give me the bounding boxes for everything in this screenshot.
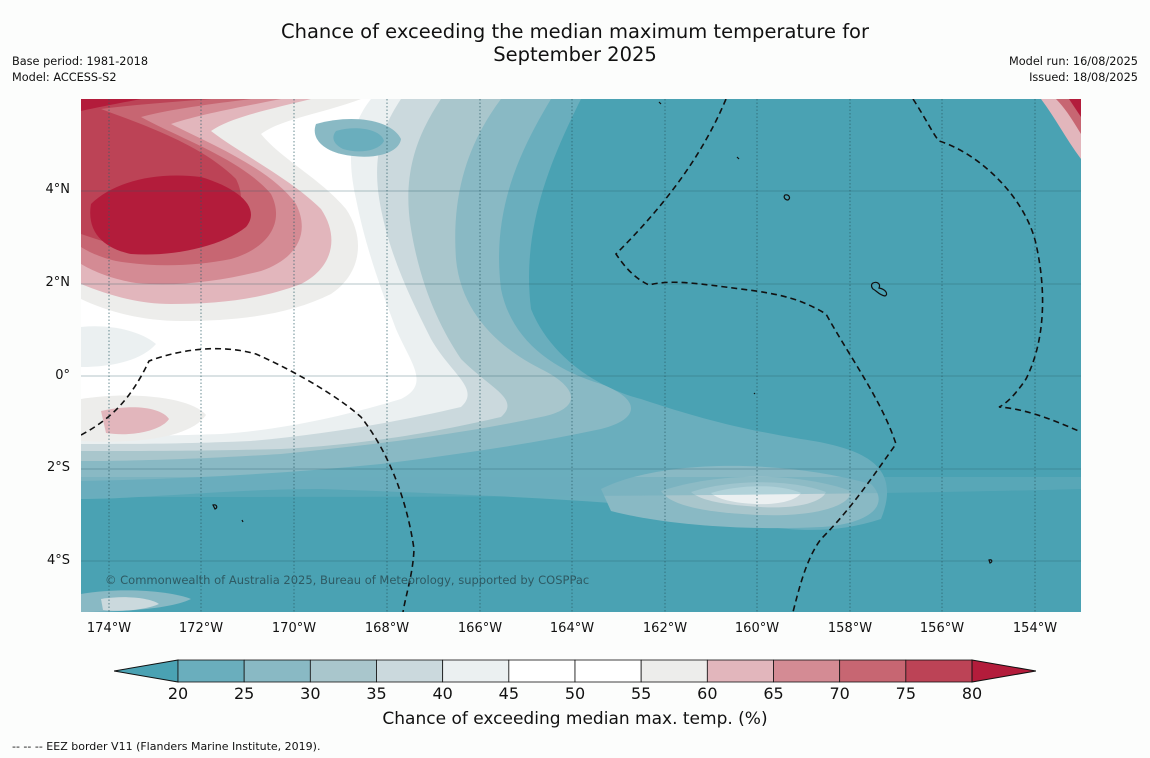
- map-gridlines: [108, 99, 1036, 612]
- colorbar: [114, 659, 1036, 683]
- lon-label-168w: 168°W: [364, 621, 410, 636]
- issued-date: Issued: 18/08/2025: [1029, 71, 1138, 84]
- title-line-1: Chance of exceeding the median maximum t…: [280, 20, 870, 43]
- colorbar-segment: [508, 659, 576, 683]
- lon-label-160w: 160°W: [734, 621, 780, 636]
- lon-label-172w: 172°W: [178, 621, 224, 636]
- colorbar-tick-label: 70: [829, 684, 850, 703]
- colorbar-extend-low: [114, 659, 179, 683]
- colorbar-segment: [442, 659, 510, 683]
- map-title: Chance of exceeding the median maximum t…: [0, 20, 1150, 66]
- colorbar-tick-label: 35: [366, 684, 387, 703]
- eez-borders: [81, 99, 1081, 612]
- meta-right: Model run: 16/08/2025 Issued: 18/08/2025: [1009, 54, 1138, 86]
- colorbar-label: Chance of exceeding median max. temp. (%…: [382, 709, 768, 729]
- colorbar-segment: [773, 659, 841, 683]
- lon-label-154w: 154°W: [1012, 621, 1058, 636]
- lon-label-170w: 170°W: [271, 621, 317, 636]
- colorbar-segment: [376, 659, 444, 683]
- colorbar-segment: [309, 659, 377, 683]
- colorbar-tick-label: 25: [233, 684, 255, 703]
- islands: [212, 101, 993, 564]
- colorbar-tick-label: 55: [630, 684, 652, 703]
- model-run: Model run: 16/08/2025: [1009, 55, 1138, 68]
- colorbar-segment: [905, 659, 973, 683]
- lat-label-0: 0°: [55, 368, 70, 383]
- lon-label-158w: 158°W: [827, 621, 873, 636]
- lat-label-2s: 2°S: [46, 460, 70, 475]
- colorbar-tick-label: 30: [300, 684, 321, 703]
- colorbar-tick-label: 60: [697, 684, 718, 703]
- lon-label-174w: 174°W: [86, 621, 132, 636]
- lon-label-166w: 166°W: [457, 621, 503, 636]
- colorbar-tick-label: 50: [564, 684, 586, 703]
- meta-left: Base period: 1981-2018 Model: ACCESS-S2: [12, 54, 148, 86]
- lat-label-2n: 2°N: [45, 275, 71, 290]
- colorbar-tick-label: 20: [167, 684, 189, 703]
- lat-label-4s: 4°S: [46, 553, 70, 568]
- colorbar-segment: [839, 659, 907, 683]
- colorbar-tick-label: 40: [432, 684, 453, 703]
- colorbar-tick-label: 75: [895, 684, 916, 703]
- lat-label-4n: 4°N: [45, 182, 71, 197]
- copyright-notice: © Commonwealth of Australia 2025, Bureau…: [105, 573, 589, 587]
- colorbar-tick-label: 65: [763, 684, 784, 703]
- probability-contours: [81, 99, 1081, 612]
- forecast-map: © Commonwealth of Australia 2025, Bureau…: [81, 99, 1081, 612]
- lon-label-164w: 164°W: [549, 621, 595, 636]
- colorbar-segment: [243, 659, 311, 683]
- lon-label-162w: 162°W: [642, 621, 688, 636]
- base-period: Base period: 1981-2018: [12, 55, 149, 68]
- colorbar-extend-high: [971, 659, 1036, 683]
- eez-footnote: -- -- -- EEZ border V11 (Flanders Marine…: [12, 740, 321, 753]
- colorbar-tick-label: 45: [498, 684, 519, 703]
- lon-label-156w: 156°W: [919, 621, 965, 636]
- colorbar-tick-label: 80: [961, 684, 983, 703]
- colorbar-segment: [706, 659, 774, 683]
- colorbar-segment: [640, 659, 708, 683]
- colorbar-segment: [574, 659, 642, 683]
- title-line-2: September 2025: [493, 43, 657, 66]
- colorbar-segment: [177, 659, 245, 683]
- model-name: Model: ACCESS-S2: [12, 71, 117, 84]
